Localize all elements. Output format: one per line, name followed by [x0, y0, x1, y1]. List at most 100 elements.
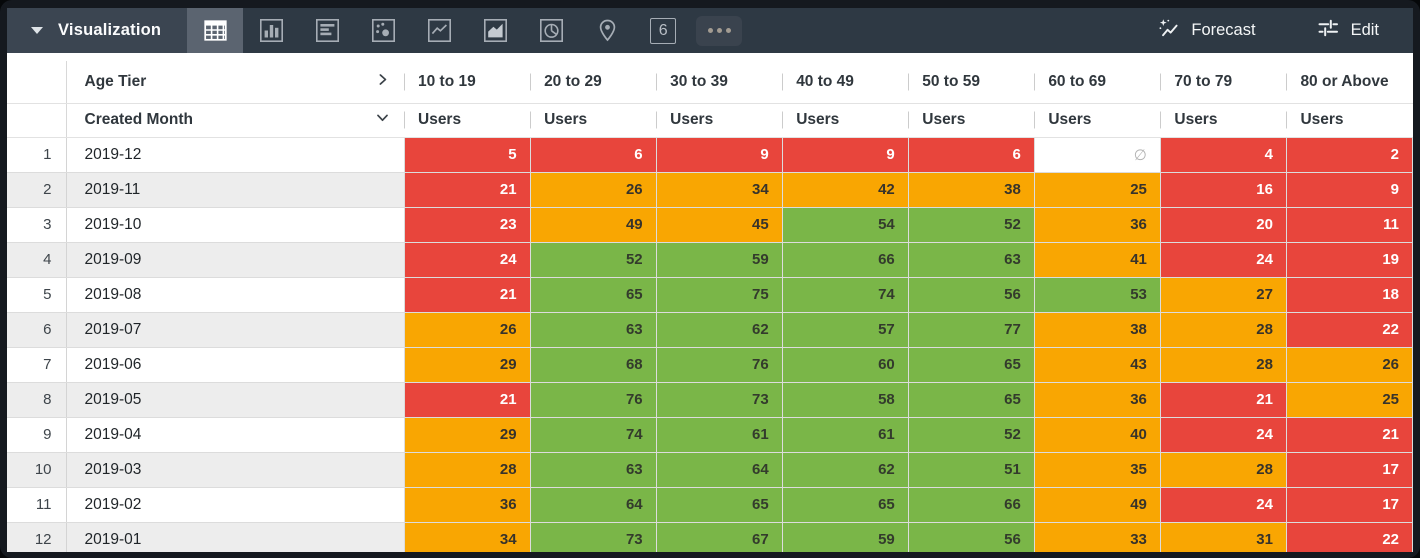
- created-month-cell[interactable]: 2019-07: [65, 311, 405, 348]
- users-value-cell[interactable]: 9: [655, 136, 783, 173]
- users-value-cell[interactable]: 33: [1033, 521, 1161, 552]
- users-value-cell[interactable]: 6: [907, 136, 1035, 173]
- pivot-column-header[interactable]: 80 or Above: [1286, 61, 1413, 104]
- users-value-cell[interactable]: 22: [1285, 521, 1413, 552]
- users-value-cell[interactable]: 67: [655, 521, 783, 552]
- edit-button[interactable]: Edit: [1308, 8, 1387, 53]
- users-value-cell[interactable]: 75: [655, 276, 783, 313]
- created-month-cell[interactable]: 2019-09: [65, 241, 405, 278]
- tab-table[interactable]: [187, 8, 244, 53]
- users-value-cell[interactable]: 25: [1285, 381, 1413, 418]
- users-value-cell[interactable]: 5: [403, 136, 531, 173]
- measure-column-header[interactable]: Users: [530, 103, 657, 138]
- users-value-cell[interactable]: 2: [1285, 136, 1413, 173]
- users-value-cell[interactable]: 26: [1285, 346, 1413, 383]
- users-value-cell[interactable]: 28: [1159, 451, 1287, 488]
- created-month-cell[interactable]: 2019-01: [65, 521, 405, 552]
- users-value-cell[interactable]: 51: [907, 451, 1035, 488]
- users-value-cell[interactable]: 49: [1033, 486, 1161, 523]
- created-month-cell[interactable]: 2019-08: [65, 276, 405, 313]
- users-value-cell[interactable]: 36: [403, 486, 531, 523]
- measure-column-header[interactable]: Users: [1160, 103, 1287, 138]
- users-value-cell[interactable]: 53: [1033, 276, 1161, 313]
- users-value-cell[interactable]: 28: [403, 451, 531, 488]
- tab-more-vis-types[interactable]: [691, 8, 747, 53]
- visualization-section-toggle[interactable]: Visualization: [7, 8, 188, 53]
- users-value-cell[interactable]: 41: [1033, 241, 1161, 278]
- pivot-column-header[interactable]: 70 to 79: [1160, 61, 1287, 104]
- measure-column-header[interactable]: Users: [782, 103, 909, 138]
- users-value-cell[interactable]: 17: [1285, 451, 1413, 488]
- users-value-cell[interactable]: 6: [529, 136, 657, 173]
- tab-column-chart[interactable]: [243, 8, 299, 53]
- users-value-cell[interactable]: 31: [1159, 521, 1287, 552]
- users-value-cell[interactable]: 54: [781, 206, 909, 243]
- users-value-cell[interactable]: 61: [655, 416, 783, 453]
- created-month-cell[interactable]: 2019-10: [65, 206, 405, 243]
- users-value-cell[interactable]: 36: [1033, 206, 1161, 243]
- created-month-cell[interactable]: 2019-11: [65, 171, 405, 208]
- pivot-column-header[interactable]: 60 to 69: [1034, 61, 1161, 104]
- tab-scatter-plot[interactable]: [355, 8, 411, 53]
- users-value-cell[interactable]: 28: [1159, 311, 1287, 348]
- users-value-cell[interactable]: 29: [403, 346, 531, 383]
- users-value-cell[interactable]: 64: [529, 486, 657, 523]
- users-value-cell[interactable]: 26: [403, 311, 531, 348]
- users-value-cell[interactable]: 66: [781, 241, 909, 278]
- measure-column-header[interactable]: Users: [1034, 103, 1161, 138]
- measure-column-header[interactable]: Users: [908, 103, 1035, 138]
- users-value-cell[interactable]: 68: [529, 346, 657, 383]
- users-value-cell[interactable]: 29: [403, 416, 531, 453]
- users-value-cell[interactable]: 17: [1285, 486, 1413, 523]
- users-value-cell[interactable]: 65: [907, 346, 1035, 383]
- pivot-column-header[interactable]: 20 to 29: [530, 61, 657, 104]
- users-value-cell[interactable]: 18: [1285, 276, 1413, 313]
- pivot-column-header[interactable]: 50 to 59: [908, 61, 1035, 104]
- users-value-cell[interactable]: 24: [1159, 486, 1287, 523]
- users-value-cell[interactable]: 21: [403, 171, 531, 208]
- users-value-cell[interactable]: 26: [529, 171, 657, 208]
- tab-map[interactable]: [579, 8, 635, 53]
- users-value-cell[interactable]: 52: [529, 241, 657, 278]
- users-value-cell[interactable]: 59: [655, 241, 783, 278]
- users-value-cell[interactable]: 66: [907, 486, 1035, 523]
- users-value-cell[interactable]: 73: [529, 521, 657, 552]
- users-value-cell[interactable]: 28: [1159, 346, 1287, 383]
- measure-column-header[interactable]: Users: [1286, 103, 1413, 138]
- users-value-cell[interactable]: 16: [1159, 171, 1287, 208]
- users-value-cell[interactable]: 38: [1033, 311, 1161, 348]
- forecast-button[interactable]: Forecast: [1149, 8, 1263, 53]
- users-value-cell[interactable]: 4: [1159, 136, 1287, 173]
- users-value-cell[interactable]: 64: [655, 451, 783, 488]
- users-value-cell[interactable]: 40: [1033, 416, 1161, 453]
- users-value-cell[interactable]: 62: [655, 311, 783, 348]
- users-value-cell[interactable]: 65: [907, 381, 1035, 418]
- users-value-cell[interactable]: 20: [1159, 206, 1287, 243]
- users-value-cell[interactable]: 25: [1033, 171, 1161, 208]
- tab-single-value[interactable]: 6: [635, 8, 691, 53]
- users-value-cell[interactable]: 49: [529, 206, 657, 243]
- users-value-cell[interactable]: 76: [655, 346, 783, 383]
- users-value-cell[interactable]: 24: [403, 241, 531, 278]
- users-value-cell[interactable]: 63: [529, 311, 657, 348]
- users-value-cell[interactable]: 23: [403, 206, 531, 243]
- tab-line-chart[interactable]: [411, 8, 467, 53]
- users-value-cell[interactable]: 21: [403, 381, 531, 418]
- users-value-cell[interactable]: 65: [529, 276, 657, 313]
- users-value-cell[interactable]: 9: [781, 136, 909, 173]
- users-value-cell[interactable]: 21: [1285, 416, 1413, 453]
- users-value-cell[interactable]: 52: [907, 416, 1035, 453]
- users-value-cell[interactable]: 42: [781, 171, 909, 208]
- users-value-cell[interactable]: 21: [403, 276, 531, 313]
- row-field-header[interactable]: Created Month: [66, 103, 404, 138]
- tab-bar-chart[interactable]: [299, 8, 355, 53]
- users-value-cell[interactable]: 36: [1033, 381, 1161, 418]
- created-month-cell[interactable]: 2019-04: [65, 416, 405, 453]
- null-value-cell[interactable]: ∅: [1033, 136, 1161, 173]
- tab-pie-chart[interactable]: [523, 8, 579, 53]
- users-value-cell[interactable]: 38: [907, 171, 1035, 208]
- users-value-cell[interactable]: 61: [781, 416, 909, 453]
- users-value-cell[interactable]: 74: [781, 276, 909, 313]
- users-value-cell[interactable]: 74: [529, 416, 657, 453]
- users-value-cell[interactable]: 57: [781, 311, 909, 348]
